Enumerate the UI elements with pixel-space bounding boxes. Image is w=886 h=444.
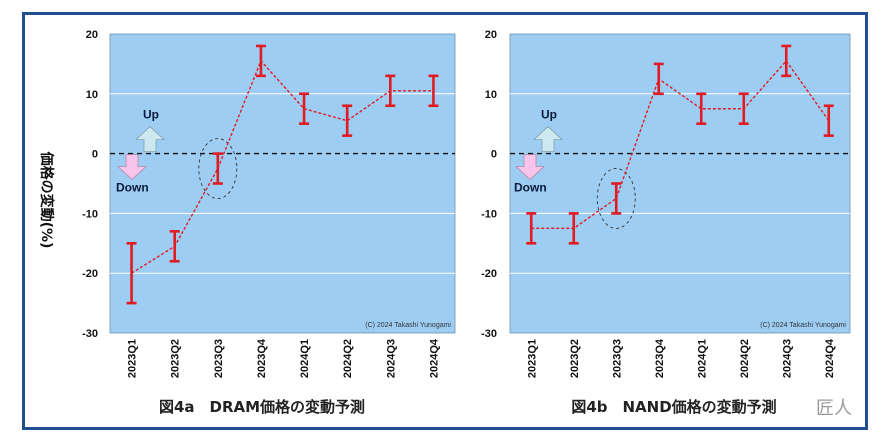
chart-1-series-line [131, 59, 434, 274]
chart-1-highlight-ellipse [198, 138, 238, 200]
chart-1-x-tick-label: 2023Q3 [213, 339, 225, 378]
chart-1-y-tick-label: 20 [86, 29, 98, 41]
chart-2-y-tick-label: 20 [485, 29, 497, 41]
chart-2-up-label: Up [541, 108, 557, 122]
chart-1-x-tick-label: 2024Q4 [428, 338, 440, 378]
chart-2-down-label: Down [514, 181, 547, 195]
chart-2-down-arrow [514, 154, 546, 181]
chart-1-down-arrow [116, 154, 148, 181]
chart-2-y-tick-label: -20 [481, 268, 497, 280]
chart-2-y-tick-label: -10 [481, 208, 497, 220]
chart-1-x-tick-label: 2023Q4 [256, 338, 268, 378]
chart-1-y-tick-label: 0 [92, 149, 98, 161]
chart-2-title: 図4b NAND価格の変動予測 [571, 398, 776, 416]
chart-2-highlight-ellipse [596, 167, 636, 229]
chart-1-x-tick-label: 2024Q2 [342, 339, 354, 378]
chart-2-y-tick-label: 0 [491, 149, 497, 161]
chart-2-series-line [531, 59, 830, 230]
chart-1-x-tick-label: 2024Q1 [299, 339, 311, 378]
chart-2-x-tick-label: 2023Q1 [526, 339, 538, 378]
chart-1-y-tick-label: -20 [82, 268, 98, 280]
chart-1-x-tick-label: 2023Q1 [127, 339, 139, 378]
chart-2-x-tick-label: 2024Q2 [739, 339, 751, 378]
chart-1-title: 図4a DRAM価格の変動予測 [159, 398, 365, 416]
chart-2-x-tick-label: 2023Q2 [569, 339, 581, 378]
chart-1-copyright: (C) 2024 Takashi Yunogami [365, 322, 451, 329]
chart-2-up-arrow [532, 126, 564, 152]
chart-1-y-tick-label: -10 [82, 208, 98, 220]
watermark: 匠人 [816, 398, 852, 419]
chart-1-x-tick-label: 2023Q2 [170, 339, 182, 378]
chart-2-x-tick-label: 2024Q3 [781, 339, 793, 378]
chart-1-y-tick-label: 10 [86, 89, 98, 101]
chart-2-x-tick-label: 2023Q3 [611, 339, 623, 378]
chart-1-up-label: Up [143, 108, 159, 122]
chart-1-plot-area [109, 33, 456, 334]
chart-2-copyright: (C) 2024 Takashi Yunogami [760, 322, 846, 329]
y-axis-label: 価格の変動(%) [38, 151, 55, 249]
chart-2-x-tick-label: 2024Q4 [824, 338, 836, 378]
chart-2-plot-area [509, 33, 851, 334]
chart-1-x-tick-label: 2024Q3 [385, 339, 397, 378]
chart-2-x-tick-label: 2024Q1 [696, 339, 708, 378]
chart-1-y-tick-label: -30 [82, 328, 98, 340]
chart-1-down-label: Down [116, 181, 149, 195]
chart-2-x-tick-label: 2023Q4 [654, 338, 666, 378]
chart-1-up-arrow [134, 126, 166, 152]
chart-2-y-tick-label: 10 [485, 89, 497, 101]
chart-2-y-tick-label: -30 [481, 328, 497, 340]
